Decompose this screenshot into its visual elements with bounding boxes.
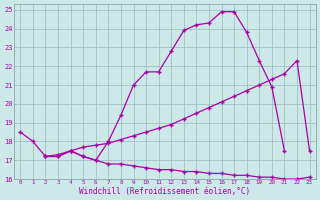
X-axis label: Windchill (Refroidissement éolien,°C): Windchill (Refroidissement éolien,°C) — [79, 187, 251, 196]
